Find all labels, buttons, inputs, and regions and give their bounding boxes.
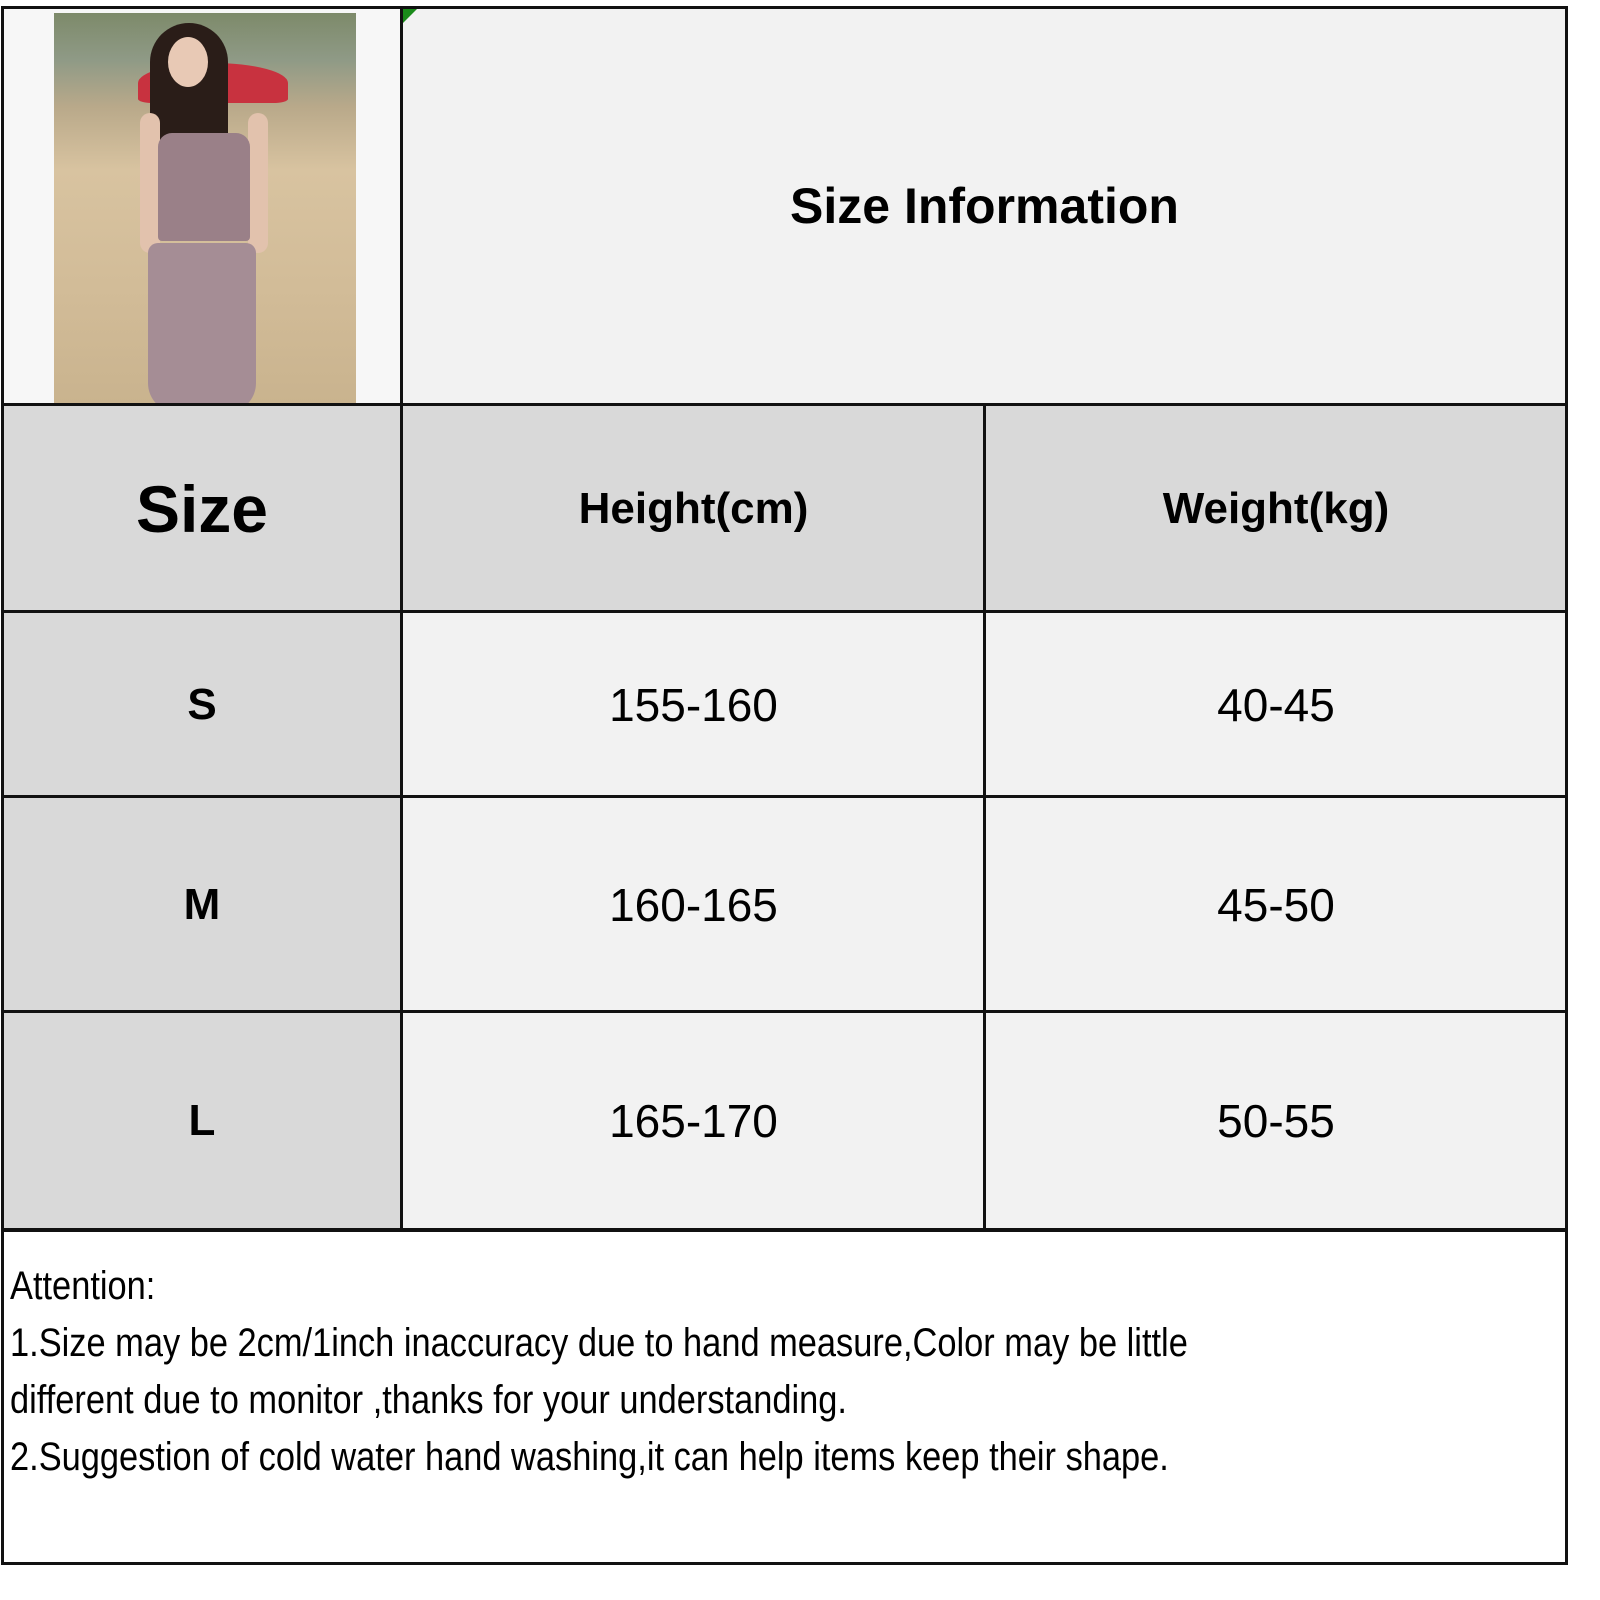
top-garment-shape (158, 133, 250, 241)
border (2, 1010, 1568, 1013)
border (983, 403, 986, 1231)
weight-value: 50-55 (1217, 1095, 1335, 1147)
size-value: S (187, 679, 217, 729)
attention-line: 2.Suggestion of cold water hand washing,… (10, 1435, 1169, 1479)
border (400, 6, 403, 1231)
attention-note: Attention: 1.Size may be 2cm/1inch inacc… (10, 1258, 1524, 1486)
arm-shape (140, 113, 160, 253)
border (2, 1562, 1568, 1565)
header-weight: Weight(kg) (985, 405, 1567, 612)
size-cell: M (2, 797, 402, 1012)
cell-marker-icon (403, 9, 417, 23)
header-height: Height(cm) (402, 405, 985, 612)
weight-value: 45-50 (1217, 878, 1335, 931)
attention-heading: Attention: (10, 1264, 156, 1308)
product-photo (54, 13, 356, 405)
size-cell: S (2, 612, 402, 797)
height-cell: 165-170 (402, 1012, 985, 1230)
height-cell: 160-165 (402, 797, 985, 1012)
height-value: 155-160 (609, 678, 778, 731)
arm-shape (248, 113, 268, 253)
face-shape (168, 37, 208, 87)
height-value: 160-165 (609, 878, 778, 931)
header-height-label: Height(cm) (578, 483, 809, 533)
border (2, 403, 1568, 406)
header-size-label: Size (135, 471, 269, 546)
attention-line: different due to monitor ,thanks for you… (10, 1378, 847, 1422)
border (2, 1228, 1568, 1232)
border (1, 6, 4, 1565)
weight-cell: 40-45 (985, 612, 1567, 797)
border (2, 795, 1568, 798)
weight-cell: 45-50 (985, 797, 1567, 1012)
weight-value: 40-45 (1217, 678, 1335, 731)
height-value: 165-170 (609, 1095, 778, 1147)
title-cell: Size Information (402, 7, 1567, 405)
border (2, 610, 1568, 613)
size-value: M (183, 879, 221, 929)
page-title: Size Information (790, 178, 1179, 234)
attention-line: 1.Size may be 2cm/1inch inaccuracy due t… (10, 1321, 1188, 1365)
header-weight-label: Weight(kg) (1162, 483, 1390, 533)
skirt-garment-shape (148, 243, 256, 405)
height-cell: 155-160 (402, 612, 985, 797)
border (2, 6, 1568, 9)
size-cell: L (2, 1012, 402, 1230)
size-value: L (188, 1096, 216, 1145)
weight-cell: 50-55 (985, 1012, 1567, 1230)
header-size: Size (2, 405, 402, 612)
border (1565, 6, 1568, 1565)
